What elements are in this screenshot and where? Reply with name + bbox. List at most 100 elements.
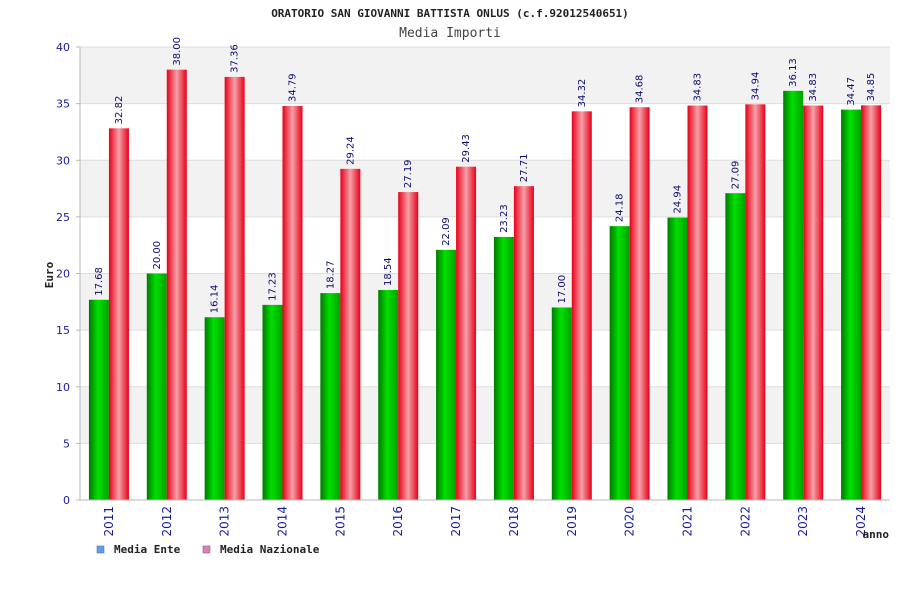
bar-media-nazionale: [861, 105, 882, 500]
x-tick-label: 2020: [623, 506, 637, 537]
y-tick-label: 30: [56, 154, 70, 167]
plot-band: [80, 386, 890, 444]
bar-media-nazionale: [745, 104, 766, 500]
bar-media-nazionale: [166, 69, 187, 501]
bar-media-ente: [783, 90, 804, 500]
x-axis-label: anno: [863, 528, 890, 541]
plot-band: [80, 47, 890, 104]
x-tick-label: 2015: [333, 506, 347, 537]
data-label: 27.09: [730, 161, 741, 190]
x-tick-label: 2023: [796, 506, 810, 537]
data-label: 34.83: [693, 73, 704, 102]
legend-swatch: [96, 545, 105, 554]
data-label: 32.82: [114, 96, 125, 125]
y-tick-label: 25: [56, 211, 70, 224]
data-label: 34.47: [846, 77, 857, 106]
bar-media-ente: [725, 193, 746, 500]
bar-media-ente: [378, 290, 399, 500]
legend: Media Ente Media Nazionale: [96, 543, 320, 556]
data-label: 24.18: [615, 194, 626, 223]
x-axis-ticks: 2011 2012 2013 2014 2015 2016 2017 2018 2019 2020…: [102, 506, 868, 537]
data-label: 34.79: [288, 73, 299, 102]
y-tick-label: 35: [56, 98, 70, 111]
chart-title: ORATORIO SAN GIOVANNI BATTISTA ONLUS (c.…: [271, 7, 629, 20]
bar-media-ente: [493, 236, 514, 500]
data-label: 27.71: [519, 154, 530, 183]
bar-media-ente: [609, 226, 630, 500]
x-tick-label: 2022: [738, 506, 752, 537]
data-label: 34.94: [750, 72, 761, 101]
data-label: 34.68: [635, 75, 646, 104]
x-tick-label: 2018: [507, 506, 521, 537]
y-tick-label: 15: [56, 324, 70, 337]
plot-band: [80, 160, 890, 217]
bar-media-nazionale: [398, 192, 419, 501]
data-label: 29.43: [461, 134, 472, 163]
plot-band: [80, 443, 890, 500]
bar-media-nazionale: [629, 107, 650, 501]
data-label: 34.32: [577, 79, 588, 108]
x-tick-label: 2024: [854, 506, 868, 537]
x-tick-label: 2017: [449, 506, 463, 537]
bars: [88, 69, 882, 501]
bar-media-ente: [551, 307, 572, 500]
y-axis-label: Euro: [43, 261, 56, 288]
bar-media-nazionale: [224, 76, 245, 500]
bar-media-ente: [436, 249, 457, 500]
y-axis-ticks: 0 5 10 15 20 25 30 35 40: [56, 41, 80, 507]
y-tick-label: 10: [56, 381, 70, 394]
y-tick-label: 0: [63, 494, 70, 507]
x-tick-label: 2013: [218, 506, 232, 537]
bar-media-nazionale: [803, 105, 824, 501]
plot-band: [80, 330, 890, 387]
data-label: 27.19: [403, 159, 414, 188]
y-tick-label: 5: [63, 437, 70, 450]
bar-media-ente: [204, 317, 225, 500]
y-tick-label: 20: [56, 268, 70, 281]
data-label: 16.14: [210, 285, 221, 314]
legend-swatch: [202, 545, 211, 554]
x-tick-label: 2011: [102, 506, 116, 537]
data-label: 29.24: [345, 136, 356, 165]
plot-band: [80, 273, 890, 331]
data-label: 23.23: [499, 204, 510, 233]
plot-band: [80, 103, 890, 161]
x-tick-label: 2012: [160, 506, 174, 537]
x-tick-label: 2019: [565, 506, 579, 537]
data-label: 36.13: [788, 58, 799, 87]
bar-media-ente: [667, 217, 688, 500]
data-label: 17.68: [94, 267, 105, 296]
bar-media-nazionale: [282, 106, 303, 501]
bar-media-nazionale: [108, 128, 129, 500]
chart-subtitle: Media Importi: [399, 26, 501, 41]
data-label: 22.09: [441, 217, 452, 246]
x-tick-label: 2016: [391, 506, 405, 537]
legend-label: Media Nazionale: [220, 543, 320, 556]
data-label: 34.85: [866, 73, 877, 102]
bar-media-nazionale: [456, 166, 477, 500]
bar-media-ente: [88, 299, 109, 500]
data-label: 37.36: [230, 44, 241, 73]
data-label: 34.83: [808, 73, 819, 102]
bar-media-nazionale: [340, 168, 361, 500]
data-label: 18.54: [383, 257, 394, 286]
bar-media-ente: [262, 304, 283, 500]
data-label: 24.94: [673, 185, 684, 214]
bar-media-ente: [320, 293, 341, 500]
bar-media-ente: [841, 109, 862, 500]
data-label: 20.00: [152, 241, 163, 270]
data-label: 38.00: [172, 37, 183, 66]
plot-band: [80, 216, 890, 274]
data-label: 17.00: [557, 275, 568, 304]
x-tick-label: 2014: [276, 506, 290, 537]
bar-media-nazionale: [571, 111, 592, 501]
legend-label: Media Ente: [114, 543, 181, 556]
data-labels: 17.68 32.82 20.00 38.00 16.14 37.36 17.23 34.79…: [94, 37, 877, 313]
y-tick-label: 40: [56, 41, 70, 54]
data-label: 18.27: [325, 260, 336, 289]
x-tick-label: 2021: [681, 506, 695, 537]
bar-media-nazionale: [513, 186, 534, 500]
bar-media-ente: [146, 273, 167, 500]
data-label: 17.23: [268, 272, 279, 301]
